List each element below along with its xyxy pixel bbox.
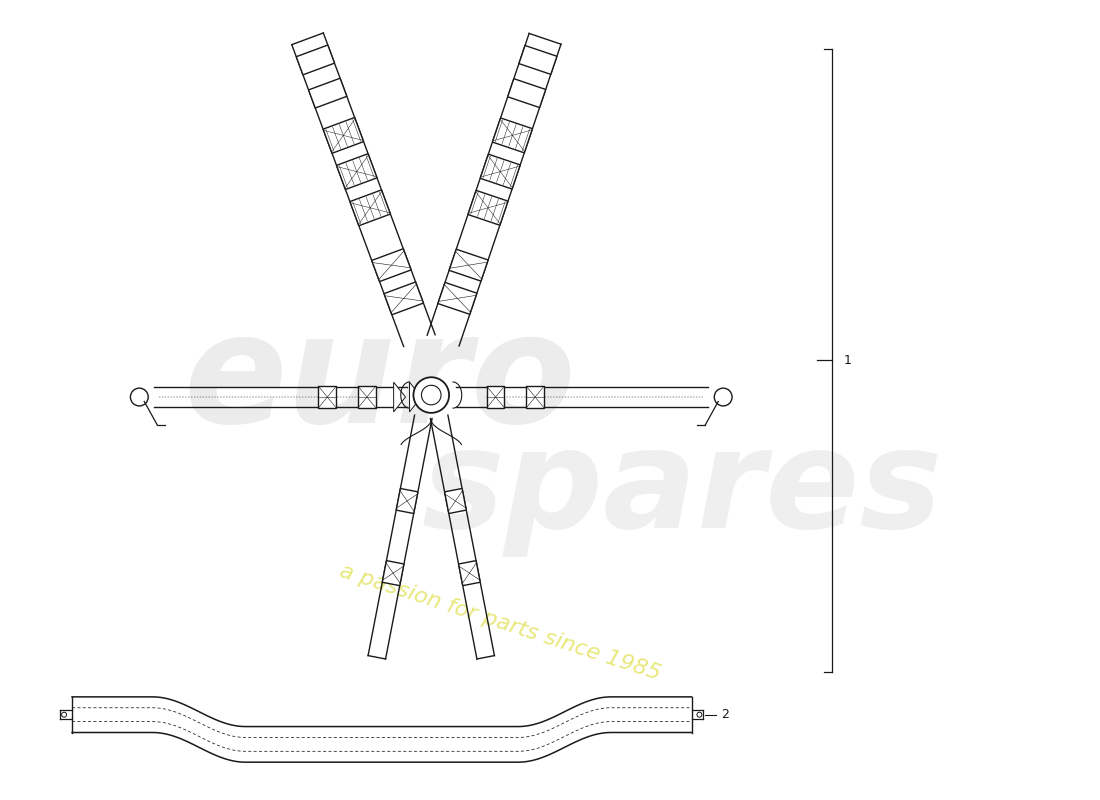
Polygon shape bbox=[372, 249, 411, 282]
Polygon shape bbox=[444, 489, 466, 514]
Polygon shape bbox=[368, 415, 432, 659]
FancyBboxPatch shape bbox=[358, 386, 376, 408]
Polygon shape bbox=[409, 382, 421, 412]
FancyBboxPatch shape bbox=[526, 386, 544, 408]
FancyBboxPatch shape bbox=[318, 386, 337, 408]
Text: a passion for parts since 1985: a passion for parts since 1985 bbox=[338, 561, 663, 684]
Polygon shape bbox=[508, 78, 546, 107]
Polygon shape bbox=[481, 154, 520, 189]
Polygon shape bbox=[459, 561, 481, 586]
Polygon shape bbox=[456, 387, 708, 407]
Polygon shape bbox=[449, 250, 488, 281]
Polygon shape bbox=[323, 118, 364, 154]
Polygon shape bbox=[154, 387, 407, 407]
Polygon shape bbox=[468, 190, 508, 226]
Circle shape bbox=[62, 712, 67, 717]
Text: euro: euro bbox=[184, 306, 576, 454]
Polygon shape bbox=[337, 154, 377, 190]
Text: 1: 1 bbox=[844, 354, 851, 367]
Polygon shape bbox=[438, 282, 477, 314]
Polygon shape bbox=[396, 489, 418, 514]
Circle shape bbox=[414, 378, 449, 413]
Circle shape bbox=[697, 712, 702, 717]
Polygon shape bbox=[296, 45, 334, 75]
Polygon shape bbox=[519, 46, 557, 74]
Polygon shape bbox=[493, 118, 532, 153]
Circle shape bbox=[131, 388, 149, 406]
Polygon shape bbox=[292, 33, 436, 346]
Text: 2: 2 bbox=[722, 708, 729, 721]
FancyBboxPatch shape bbox=[486, 386, 505, 408]
Polygon shape bbox=[350, 190, 390, 226]
Polygon shape bbox=[430, 415, 494, 659]
Circle shape bbox=[714, 388, 733, 406]
Polygon shape bbox=[383, 561, 404, 586]
Polygon shape bbox=[384, 282, 424, 314]
Polygon shape bbox=[72, 697, 692, 762]
Text: spares: spares bbox=[421, 422, 943, 557]
Polygon shape bbox=[394, 382, 406, 412]
Polygon shape bbox=[427, 34, 561, 346]
Polygon shape bbox=[309, 78, 346, 108]
